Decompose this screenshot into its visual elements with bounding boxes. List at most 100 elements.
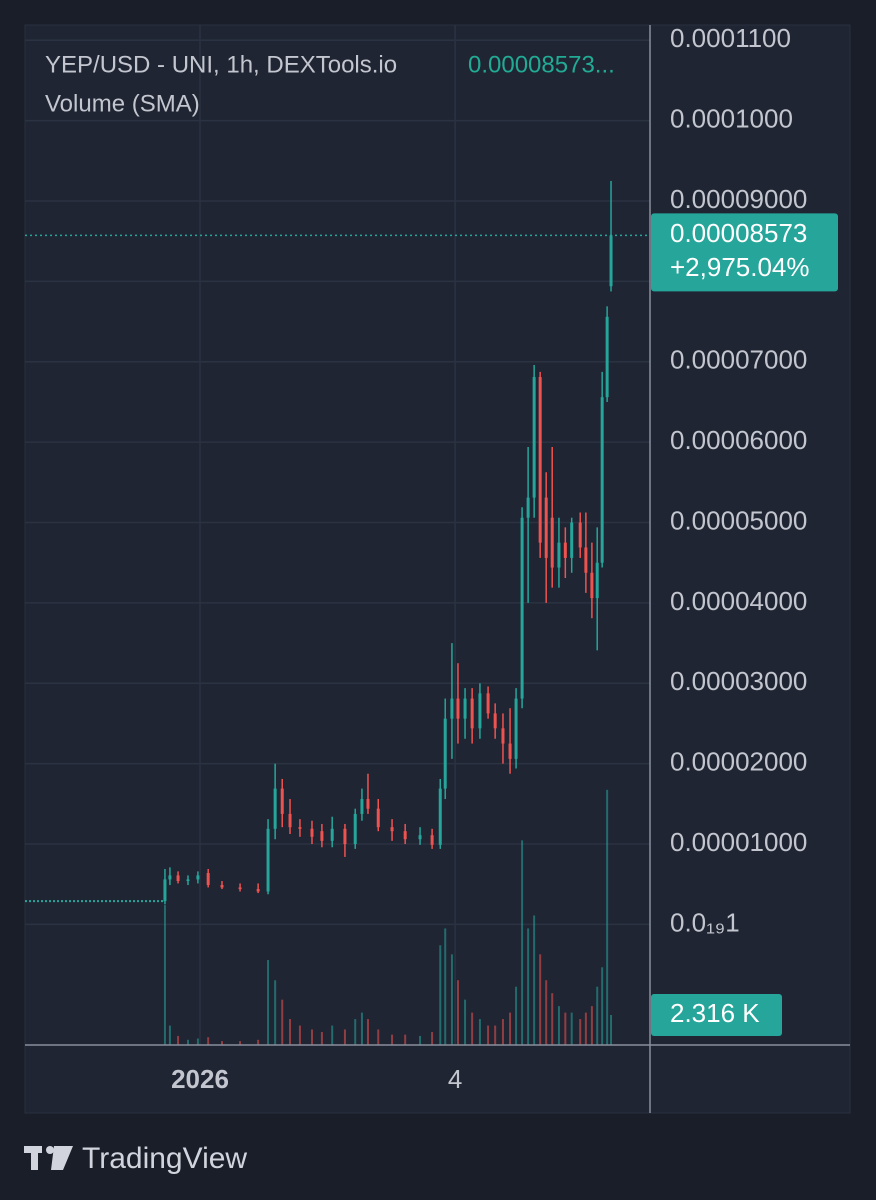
candle-body [478, 693, 482, 729]
volume-bar [509, 1012, 512, 1045]
candle-body [298, 827, 302, 829]
candle-body [595, 562, 599, 599]
logo-part [51, 1146, 73, 1170]
volume-bar [596, 986, 599, 1045]
candle-body [360, 799, 364, 814]
candle-body [273, 788, 277, 829]
volume-layer [163, 789, 613, 1045]
price-layer [25, 180, 650, 905]
volume-title: Volume (SMA) [45, 90, 200, 117]
volume-bar [539, 954, 542, 1045]
candle-body [163, 879, 167, 902]
volume-bar [196, 1038, 199, 1045]
candle-body [486, 693, 490, 714]
x-tick-label: 4 [448, 1064, 462, 1094]
volume-bar [207, 1037, 210, 1045]
chart-title: YEP/USD - UNI, 1h, DEXTools.io [45, 51, 397, 78]
candle-body [584, 547, 588, 573]
logo-part [31, 1146, 38, 1170]
volume-bar [360, 1012, 363, 1045]
volume-bar [239, 1041, 242, 1045]
candle-body [343, 828, 347, 845]
y-tick-label: 0.00004000 [670, 586, 807, 616]
candle-body [430, 835, 434, 845]
candle-body [501, 728, 505, 744]
volume-bar [186, 1039, 189, 1045]
volume-bar [444, 928, 447, 1045]
panel [24, 24, 851, 1114]
volume-bar [464, 999, 467, 1045]
candle-body [310, 828, 314, 837]
volume-bar [478, 1019, 481, 1045]
candle-body [220, 885, 224, 888]
volume-bar [391, 1034, 394, 1045]
candle-body [196, 875, 200, 880]
legend-price: 0.00008573... [468, 51, 615, 78]
candle-body [526, 497, 530, 518]
volume-bar [331, 1025, 334, 1045]
candle-body [450, 698, 454, 719]
candle-body [168, 875, 172, 880]
volume-bar [354, 1019, 357, 1045]
brand: TradingView [82, 1142, 247, 1175]
volume-bar [310, 1029, 313, 1045]
candle-body [403, 831, 407, 840]
candle-body [288, 813, 292, 828]
y-tick-label: 0.00007000 [670, 345, 807, 375]
volume-bar [610, 1015, 613, 1045]
volume-bar [298, 1025, 301, 1045]
candle-body [186, 879, 190, 882]
volume-bar [487, 1025, 490, 1045]
volume-bar [584, 1012, 587, 1045]
volume-label: 2.316 K [670, 998, 760, 1028]
y-tick-label: 0.00003000 [670, 666, 807, 696]
candle-body [600, 397, 604, 563]
candle-body [456, 698, 460, 719]
last-price-box [651, 213, 838, 292]
x-tick-label: 2026 [171, 1064, 229, 1094]
volume-bar [601, 967, 604, 1045]
candle-body [280, 788, 284, 814]
candle-body [557, 542, 561, 568]
volume-bar [320, 1032, 323, 1045]
candle-body [605, 316, 609, 398]
candle-body [578, 522, 582, 548]
volume-bar [545, 980, 548, 1045]
y-tick-label: 0.00009000 [670, 184, 807, 214]
candle-body [550, 517, 554, 568]
volume-bar [501, 1019, 504, 1045]
y-tick-label: 0.00002000 [670, 747, 807, 777]
volume-bar [521, 840, 524, 1045]
volume-bar [533, 915, 536, 1045]
volume-bar [404, 1034, 407, 1045]
candle-body [463, 698, 467, 719]
candle-body [353, 813, 357, 845]
candle-body [609, 235, 613, 287]
volume-bar [177, 1035, 180, 1045]
candle-body [418, 835, 422, 840]
candle-body [256, 889, 260, 892]
volume-bar [557, 1006, 560, 1045]
volume-bar [168, 1025, 171, 1045]
y-tick-label: 0.0001100 [670, 23, 791, 53]
volume-bar [456, 980, 459, 1045]
volume-bar [570, 1012, 573, 1045]
candle-body [570, 522, 574, 558]
candle-body [206, 872, 210, 886]
volume-bar [343, 1029, 346, 1045]
logo-part [46, 1146, 54, 1154]
candle-body [514, 698, 518, 759]
volume-bar [163, 905, 166, 1045]
candle-body [438, 788, 442, 845]
y-tick-label: 0.00006000 [670, 425, 807, 455]
volume-bar [564, 1012, 567, 1045]
volume-bar [366, 1019, 369, 1045]
volume-bar [527, 928, 530, 1045]
volume-bar [267, 960, 270, 1045]
candle-body [366, 799, 370, 809]
y-tick-label: 0.0₁₉1 [670, 907, 740, 937]
volume-bar [439, 945, 442, 1045]
y-tick-label: 0.00005000 [670, 505, 807, 535]
